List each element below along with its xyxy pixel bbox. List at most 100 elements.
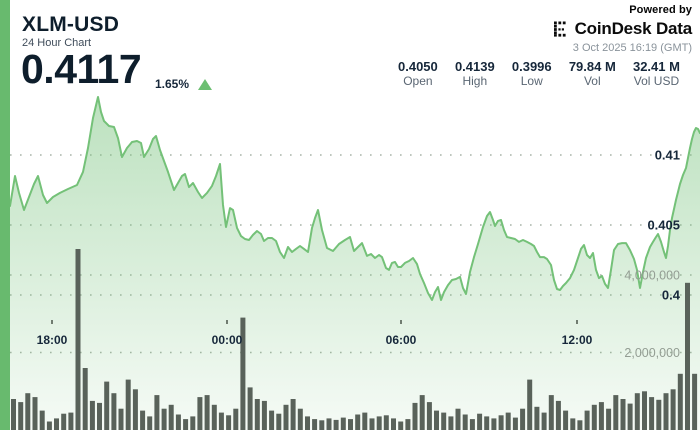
volume-usd-label: Vol USD <box>633 74 680 88</box>
volume-bar <box>491 418 497 430</box>
volume-bar <box>405 419 411 430</box>
x-axis-tick <box>51 320 53 324</box>
accent-left-bar <box>0 0 10 430</box>
volume-bar <box>75 249 81 430</box>
volume-bar <box>663 393 669 430</box>
volume-bar <box>398 421 404 430</box>
volume-bar <box>369 418 375 430</box>
volume-bar <box>32 397 38 430</box>
up-arrow-icon <box>198 78 213 90</box>
volume-bar <box>297 408 303 430</box>
powered-by-label: Powered by <box>629 4 692 16</box>
volume-bar <box>412 402 418 430</box>
volume-bar <box>54 418 59 430</box>
volume-bar <box>190 416 196 430</box>
volume-bar <box>448 416 454 430</box>
volume-bar <box>305 416 310 430</box>
volume-bar <box>570 418 576 430</box>
volume-bar <box>419 395 425 430</box>
volume-bar <box>477 413 483 430</box>
volume-bar <box>211 404 217 430</box>
volume-bar <box>362 412 368 430</box>
volume-bar <box>469 419 475 430</box>
volume-bar <box>154 395 160 430</box>
y-axis-volume-label: 2,000,000 <box>624 346 680 360</box>
low-value: 0.3996 <box>511 59 552 74</box>
y-axis-price-label: 0.405 <box>647 218 680 233</box>
volume-bar <box>642 391 647 430</box>
volume-bar <box>82 368 88 430</box>
x-axis-tick <box>400 320 402 324</box>
volume-bar <box>140 410 146 430</box>
volume-bar <box>541 412 547 430</box>
volume-bar <box>692 373 698 430</box>
volume-usd-value: 32.41 M <box>632 59 680 74</box>
volume-bar <box>656 399 662 430</box>
volume-bar <box>269 410 275 430</box>
volume-bar <box>591 404 597 430</box>
y-axis-price-label: 0.4 <box>662 288 681 303</box>
volume-bar <box>89 400 95 430</box>
volume-bar <box>183 419 189 430</box>
volume-bar <box>125 379 131 430</box>
volume-bar <box>218 412 224 430</box>
volume-bar <box>261 400 267 430</box>
volume-bar <box>11 399 16 430</box>
x-axis-tick <box>576 320 578 324</box>
volume-bar <box>613 395 619 430</box>
volume-bar <box>175 414 181 430</box>
volume-bar <box>247 387 253 430</box>
brand-name: CoinDesk Data <box>574 19 693 38</box>
volume-bar <box>18 402 24 430</box>
volume-bar <box>484 416 490 430</box>
volume-bar <box>677 373 683 430</box>
volume-bar <box>598 402 604 430</box>
x-axis-tick <box>226 320 228 324</box>
stat-volume: 79.84 M Vol <box>569 59 616 89</box>
volume-bar <box>283 404 289 430</box>
stat-volume-usd: 32.41 M Vol USD <box>633 59 680 89</box>
price-area <box>10 97 700 430</box>
volume-bar <box>620 399 626 430</box>
x-axis-time-label: 06:00 <box>386 333 417 347</box>
volume-bar <box>39 410 45 430</box>
stat-low: 0.3996 Low <box>512 59 552 89</box>
volume-bar <box>462 414 468 430</box>
volume-bar <box>204 395 210 430</box>
volume-bar <box>426 402 432 430</box>
volume-bar <box>584 410 590 430</box>
volume-bar <box>46 421 52 430</box>
volume-bar <box>434 410 439 430</box>
volume-bar <box>563 410 569 430</box>
volume-bar <box>348 419 353 430</box>
volume-bar <box>577 420 583 430</box>
volume-bar <box>97 402 102 430</box>
volume-bar <box>455 408 461 430</box>
brand-row: CoinDesk Data <box>553 19 693 39</box>
volume-bar <box>226 415 232 430</box>
y-axis-price-label: 0.41 <box>655 148 680 163</box>
y-axis-volume-label: 4,000,000 <box>624 269 680 283</box>
volume-bar <box>383 415 389 430</box>
volume-bar <box>649 397 655 430</box>
open-value: 0.4050 <box>398 59 438 74</box>
volume-bar <box>276 413 282 430</box>
volume-bar <box>534 406 540 430</box>
volume-bar <box>376 416 382 430</box>
open-label: Open <box>403 74 433 88</box>
volume-bar <box>670 389 676 430</box>
volume-bar <box>168 404 174 430</box>
x-axis-time-label: 18:00 <box>37 333 68 347</box>
volume-bar <box>505 412 511 430</box>
volume-bar <box>147 416 153 430</box>
volume-bar <box>685 282 690 430</box>
volume-bar <box>111 393 117 430</box>
high-label: High <box>462 74 488 88</box>
volume-bar <box>197 397 203 430</box>
volume-value: 79.84 M <box>568 59 616 74</box>
volume-label: Vol <box>583 74 601 88</box>
volume-bar <box>340 417 346 430</box>
branding-block: Powered by CoinDesk Data 3 Oct 2025 16:1… <box>553 4 693 54</box>
price-change: 1.65% <box>155 77 213 91</box>
